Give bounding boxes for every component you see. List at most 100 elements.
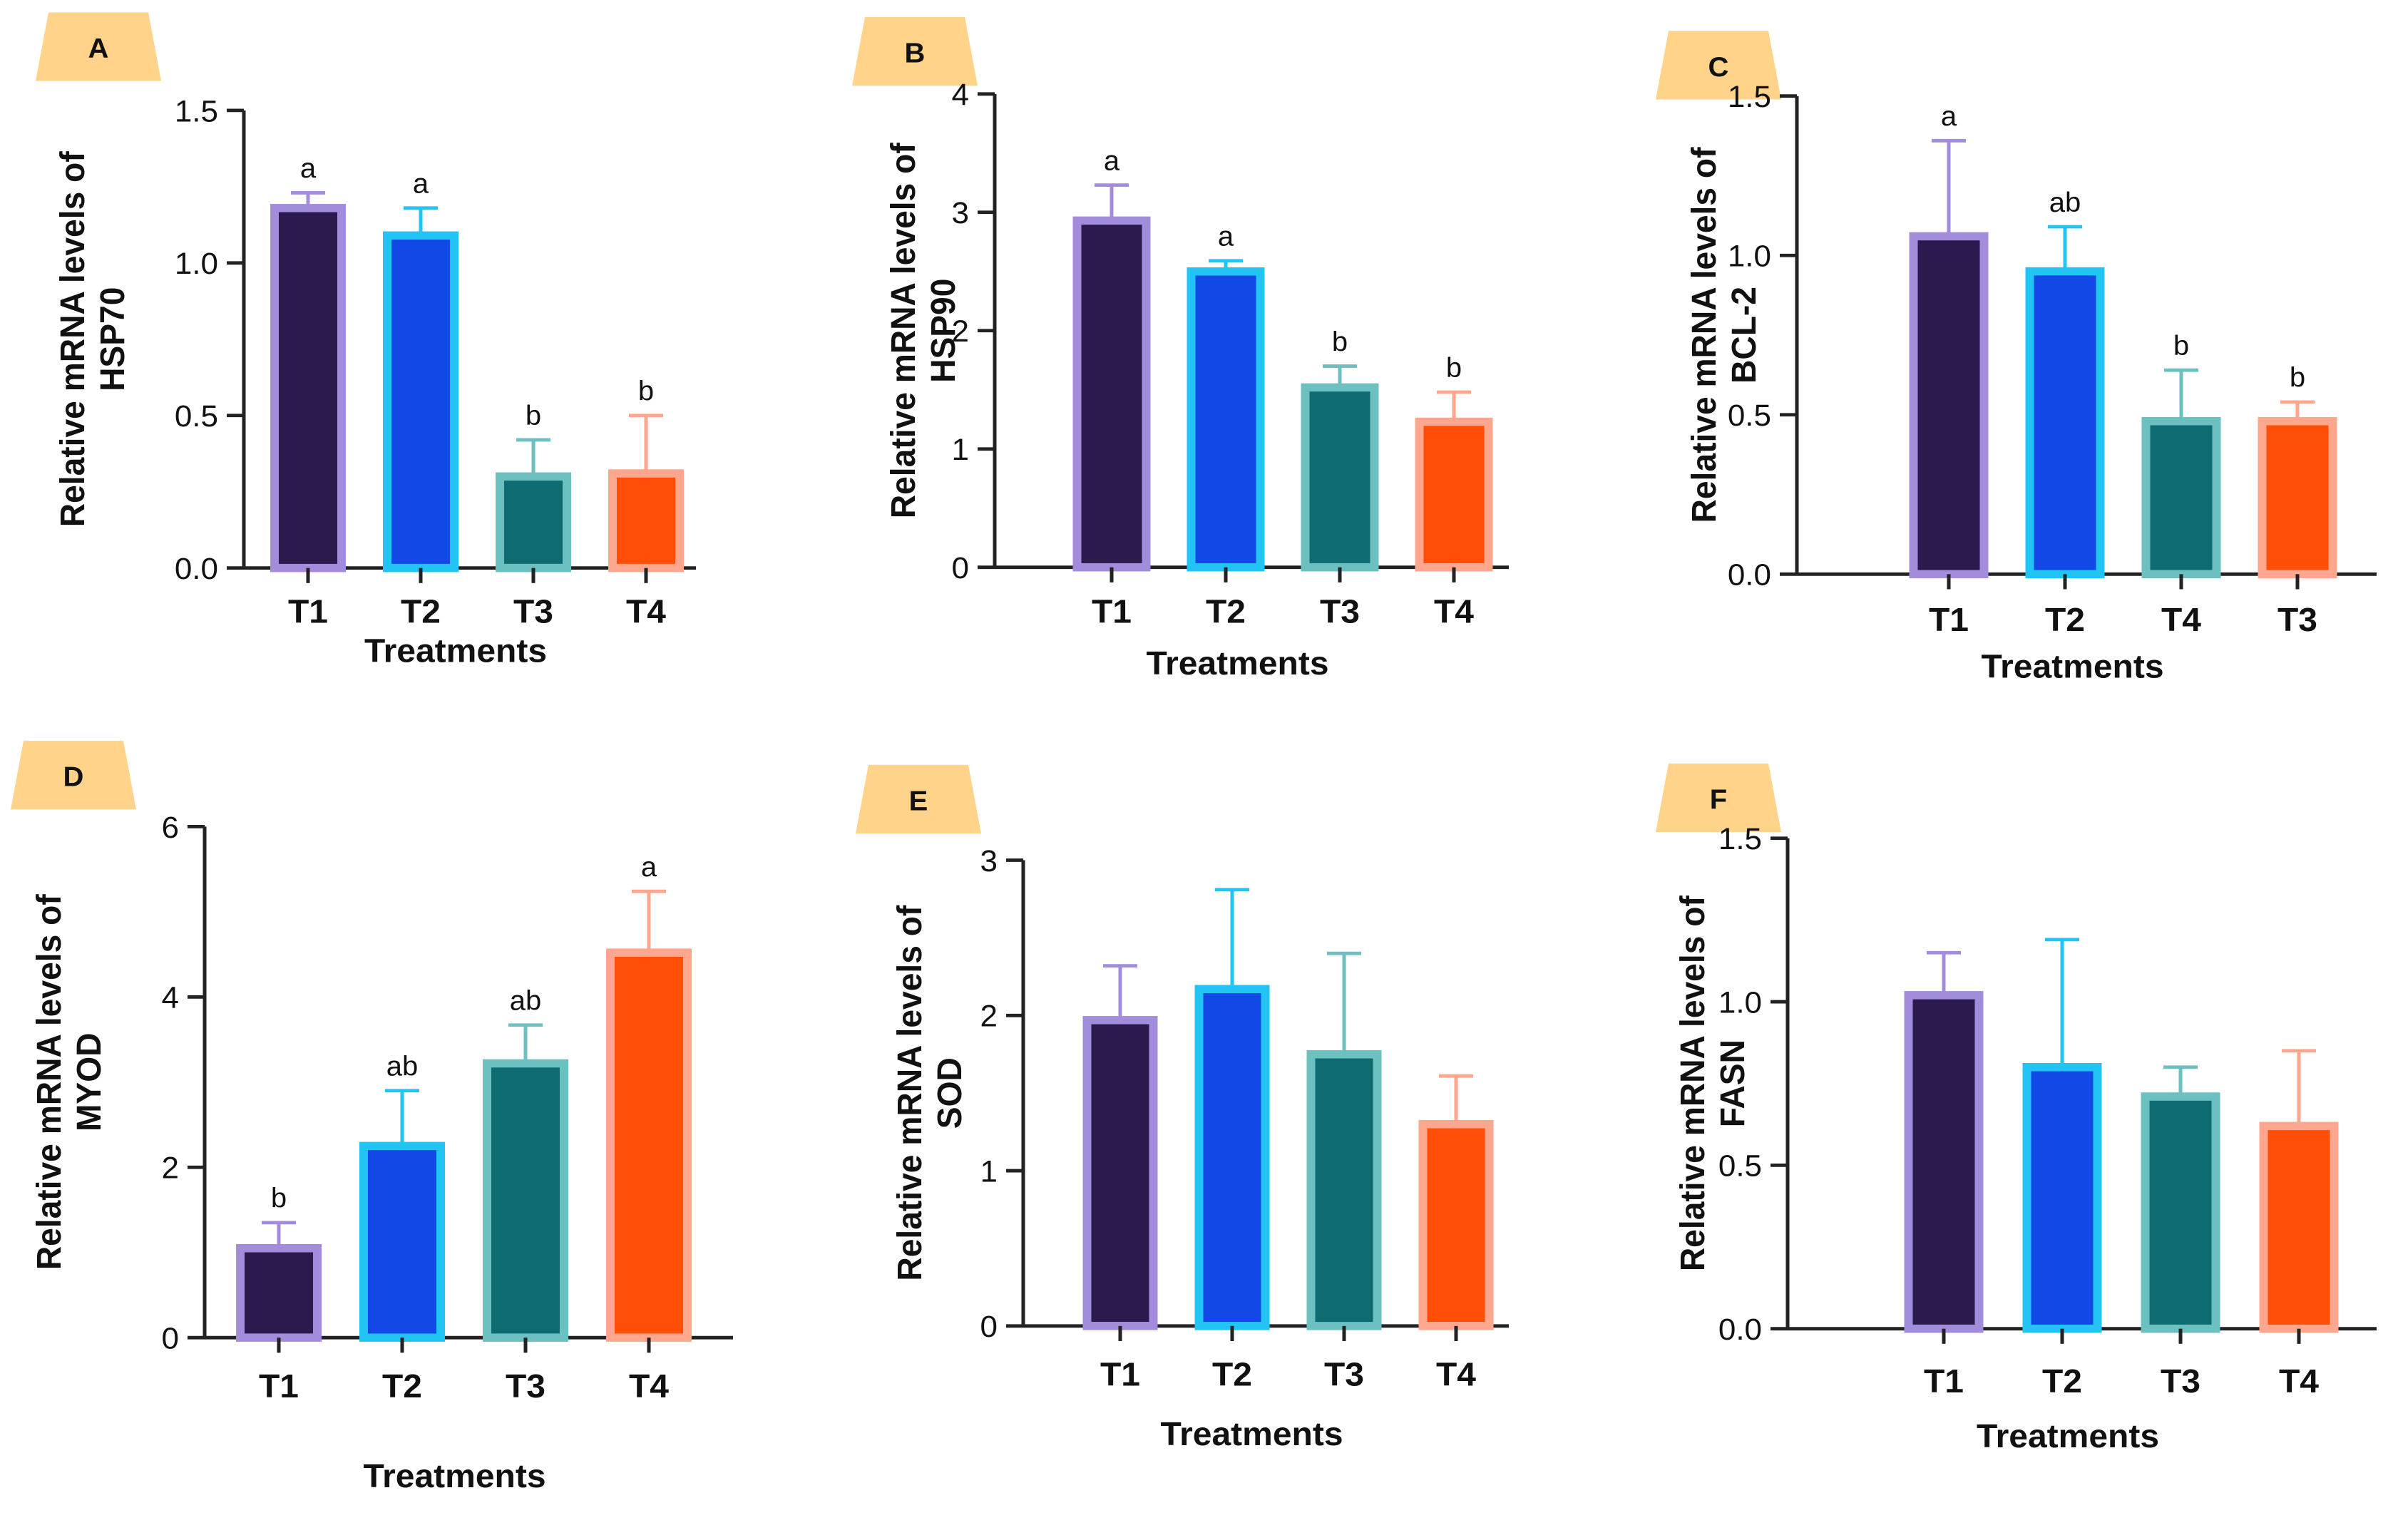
bar <box>1418 1119 1494 1330</box>
x-tick-label: T3 <box>2277 601 2317 638</box>
panel-badge <box>36 12 161 81</box>
chart-panel-c: C 0.0 0.5 1.0 1.5 a T1 ab T2 b T4 b T3 Treatments Rela… <box>1656 31 2377 684</box>
x-tick-label: T1 <box>1924 1362 1964 1400</box>
x-axis-label: Treatments <box>1146 645 1328 682</box>
panel-letter: C <box>1708 51 1729 82</box>
x-tick-label: T4 <box>1434 592 1474 630</box>
y-axis-label-line1: Relative mRNA levels of <box>1684 147 1723 523</box>
y-axis-label: Relative mRNA levels ofMYOD <box>29 894 108 1270</box>
y-tick-label: 0 <box>952 552 969 585</box>
chart-panel-f: F 0.0 0.5 1.0 1.5 T1 T2 T3 T4 Treatments Relative … <box>1656 763 2377 1454</box>
panel-badge <box>1656 31 1781 100</box>
y-tick-label: 1.5 <box>1718 823 1762 856</box>
bar <box>2259 1121 2339 1333</box>
x-tick-label: T1 <box>1929 601 1969 638</box>
panel-letter: D <box>63 761 84 792</box>
y-tick-label: 1.0 <box>175 247 218 281</box>
x-axis-label: Treatments <box>364 632 547 669</box>
x-tick-label: T2 <box>2045 601 2085 638</box>
significance-letter: b <box>271 1183 287 1213</box>
y-tick-label: 0.5 <box>175 400 218 433</box>
bar <box>383 231 458 573</box>
x-tick-label: T2 <box>2042 1362 2082 1400</box>
x-tick-label: T4 <box>626 592 666 630</box>
y-tick-label: 0.5 <box>1718 1149 1762 1183</box>
bar <box>1909 232 1989 579</box>
y-tick-label: 3 <box>952 197 969 230</box>
x-tick-label: T4 <box>629 1367 669 1405</box>
y-axis-label-line2: HSP90 <box>923 279 962 383</box>
y-axis-label-line2: HSP70 <box>93 287 131 391</box>
significance-letter: a <box>641 852 657 883</box>
x-tick-label: T2 <box>1212 1355 1252 1392</box>
y-tick-label: 1 <box>952 433 969 467</box>
bar <box>483 1059 568 1342</box>
x-tick-label: T1 <box>288 592 328 630</box>
y-tick-label: 1.0 <box>1728 240 1771 273</box>
y-tick-label: 1.0 <box>1718 986 1762 1020</box>
bar <box>236 1243 322 1342</box>
y-tick-label: 4 <box>162 981 179 1015</box>
y-tick-label: 6 <box>162 811 179 845</box>
y-tick-label: 1 <box>980 1155 998 1189</box>
bar <box>2141 1092 2220 1333</box>
y-tick-label: 1.5 <box>175 95 218 128</box>
bar <box>1072 216 1151 572</box>
significance-letter: b <box>1332 327 1348 357</box>
panel-letter: A <box>88 34 109 64</box>
y-axis-label-line1: Relative mRNA levels of <box>1673 895 1711 1271</box>
bar <box>1904 991 1984 1333</box>
significance-letter: b <box>526 400 541 431</box>
significance-letter: ab <box>510 985 542 1016</box>
x-tick-label: T2 <box>382 1367 422 1405</box>
x-axis-label: Treatments <box>1981 647 2163 684</box>
bar <box>2025 267 2105 579</box>
y-tick-label: 0.0 <box>175 553 218 586</box>
y-tick-label: 0 <box>980 1310 998 1344</box>
panel-letter: E <box>909 786 928 816</box>
y-axis-label-line2: MYOD <box>69 1033 108 1132</box>
chart-panel-b: B 0 1 2 3 4 a T1 a T2 b T3 b T4 Treatments Relative mRN… <box>852 17 1509 682</box>
y-axis-label-line2: BCL-2 <box>1724 287 1763 384</box>
panel-badge <box>852 17 978 86</box>
x-tick-label: T3 <box>1320 592 1360 630</box>
bar <box>2258 416 2337 579</box>
significance-letter: a <box>300 153 316 184</box>
x-tick-label: T1 <box>1100 1355 1140 1392</box>
y-axis-label-line1: Relative mRNA levels of <box>29 894 68 1270</box>
y-axis-label: Relative mRNA levels ofHSP70 <box>53 151 131 527</box>
y-axis-label: Relative mRNA levels ofFASN <box>1673 895 1751 1271</box>
bar <box>1301 383 1379 572</box>
panel-letter: B <box>905 38 926 68</box>
y-axis-label-line2: SOD <box>930 1057 968 1129</box>
y-tick-label: 0.5 <box>1728 399 1771 433</box>
significance-letter: a <box>1218 221 1234 252</box>
bar <box>608 469 684 573</box>
significance-letter: a <box>413 168 429 199</box>
y-tick-label: 3 <box>980 845 998 878</box>
bar <box>2022 1062 2102 1333</box>
y-axis-label: Relative mRNA levels ofSOD <box>890 905 968 1280</box>
bar <box>1187 267 1265 572</box>
y-axis-label-line1: Relative mRNA levels of <box>883 143 922 518</box>
y-axis-label: Relative mRNA levels ofBCL-2 <box>1684 147 1763 523</box>
bar <box>496 472 571 573</box>
panel-badge <box>11 741 136 810</box>
y-axis-label: Relative mRNA levels ofHSP90 <box>883 143 962 518</box>
chart-panel-e: E 0 1 2 3 T1 T2 T3 T4 Treatments Relative mRNA lev… <box>856 764 1509 1452</box>
bar <box>1306 1049 1382 1330</box>
panel-letter: F <box>1710 784 1727 815</box>
x-tick-label: T1 <box>1092 592 1132 630</box>
x-tick-label: T3 <box>2161 1362 2200 1400</box>
panel-badge <box>856 764 981 833</box>
y-tick-label: 0 <box>162 1322 179 1355</box>
x-tick-label: T2 <box>1206 592 1246 630</box>
x-tick-label: T3 <box>513 592 553 630</box>
significance-letter: b <box>2173 331 2189 361</box>
significance-letter: ab <box>2049 188 2081 218</box>
y-tick-label: 2 <box>952 315 969 349</box>
x-axis-label: Treatments <box>1160 1415 1343 1452</box>
y-tick-label: 0.0 <box>1728 558 1771 592</box>
x-tick-label: T3 <box>1324 1355 1364 1392</box>
